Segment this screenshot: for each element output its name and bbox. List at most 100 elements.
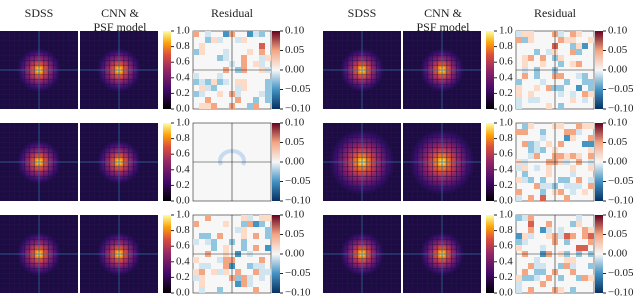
residual-pixel xyxy=(516,37,522,43)
residual-pixel xyxy=(534,73,540,79)
residual-pixel xyxy=(205,31,211,37)
residual-pixel xyxy=(588,123,594,129)
residual-pixel xyxy=(205,215,211,221)
residual-pixel xyxy=(199,263,205,269)
residual-pixel xyxy=(558,31,564,37)
residual-pixel xyxy=(570,189,576,195)
residual-pixel xyxy=(241,275,247,281)
residual-pixel xyxy=(259,263,265,269)
residual-pixel xyxy=(259,91,265,97)
residual-pixel xyxy=(576,49,582,55)
residual-pixel xyxy=(582,245,588,251)
residual-pixel xyxy=(564,79,570,85)
colorbar-tick-label: 0.0 xyxy=(176,195,190,207)
residual-pixel xyxy=(193,239,199,245)
residual-pixel xyxy=(534,257,540,263)
residual-pixel xyxy=(235,97,241,103)
residual-pixel xyxy=(588,85,594,91)
colorbar-tick-label: 0.2 xyxy=(499,87,513,99)
residual-pixel xyxy=(522,37,528,43)
colorbar-tick-label: 0.00 xyxy=(608,64,628,76)
residual-pixel xyxy=(241,79,247,85)
residual-pixel xyxy=(199,281,205,287)
residual-pixel xyxy=(211,103,217,109)
residual-pixel xyxy=(540,245,546,251)
residual-pixel xyxy=(217,91,223,97)
residual-pixel xyxy=(516,85,522,91)
colorbar xyxy=(272,215,280,293)
header: PSF model xyxy=(416,20,470,34)
colorbar-tick-label: 0.8 xyxy=(176,132,190,144)
residual-pixel xyxy=(199,269,205,275)
residual-pixel xyxy=(540,79,546,85)
residual-pixel xyxy=(193,79,199,85)
colorbar-tick-label: 0.0 xyxy=(499,103,513,115)
residual-pixel xyxy=(241,85,247,91)
colorbar-tick-label: 0.8 xyxy=(499,132,513,144)
residual-pixel xyxy=(576,85,582,91)
residual-pixel xyxy=(193,91,199,97)
residual-pixel xyxy=(546,49,552,55)
residual-pixel xyxy=(534,141,540,147)
residual-pixel xyxy=(576,245,582,251)
residual-pixel xyxy=(570,43,576,49)
residual-pixel xyxy=(582,189,588,195)
residual-pixel xyxy=(570,263,576,269)
residual-pixel xyxy=(528,37,534,43)
residual-pixel xyxy=(576,221,582,227)
residual-pixel xyxy=(534,165,540,171)
residual-pixel xyxy=(265,245,271,251)
residual-pixel xyxy=(516,129,522,135)
colorbar xyxy=(595,31,603,109)
residual-pixel xyxy=(205,233,211,239)
residual-pixel xyxy=(564,233,570,239)
residual-pixel xyxy=(558,103,564,109)
residual-pixel xyxy=(528,195,534,201)
colorbar-tick-label: 0.05 xyxy=(608,44,628,56)
residual-pixel xyxy=(265,269,271,275)
colorbar-tick-label: 0.10 xyxy=(608,117,628,129)
residual-pixel xyxy=(205,37,211,43)
residual-pixel xyxy=(223,221,229,227)
colorbar xyxy=(272,123,280,201)
residual-pixel xyxy=(564,177,570,183)
colorbar-tick-label: −0.05 xyxy=(285,175,311,187)
colorbar-tick-label: −0.10 xyxy=(285,103,311,115)
header: SDSS xyxy=(348,6,377,20)
residual-pixel xyxy=(540,147,546,153)
residual-pixel xyxy=(223,245,229,251)
colorbar xyxy=(163,215,171,293)
residual-pixel xyxy=(259,269,265,275)
residual-pixel xyxy=(582,79,588,85)
residual-pixel xyxy=(516,79,522,85)
colorbar-tick-label: 1.0 xyxy=(499,209,513,221)
colorbar-tick-label: 1.0 xyxy=(176,117,190,129)
residual-pixel xyxy=(265,91,271,97)
residual-pixel xyxy=(193,269,199,275)
residual-pixel xyxy=(223,49,229,55)
residual-pixel xyxy=(564,135,570,141)
residual-pixel xyxy=(211,37,217,43)
residual-pixel xyxy=(259,215,265,221)
residual-pixel xyxy=(211,269,217,275)
residual-pixel xyxy=(217,79,223,85)
residual-pixel xyxy=(211,245,217,251)
residual-pixel xyxy=(534,269,540,275)
residual-pixel xyxy=(522,141,528,147)
residual-pixel xyxy=(217,287,223,293)
residual-pixel xyxy=(570,49,576,55)
residual-pixel xyxy=(588,183,594,189)
residual-pixel xyxy=(199,91,205,97)
residual-pixel xyxy=(576,31,582,37)
residual-pixel xyxy=(516,189,522,195)
colorbar-tick-label: −0.10 xyxy=(285,287,311,299)
colorbar-tick-label: −0.05 xyxy=(285,83,311,95)
residual-pixel xyxy=(516,245,522,251)
colorbar-tick-label: 0.05 xyxy=(285,228,305,240)
colorbar-tick-label: 0.10 xyxy=(285,25,305,37)
residual-pixel xyxy=(247,103,253,109)
residual-pixel xyxy=(528,91,534,97)
colorbar-tick-label: 0.4 xyxy=(176,163,190,175)
residual-pixel xyxy=(570,183,576,189)
